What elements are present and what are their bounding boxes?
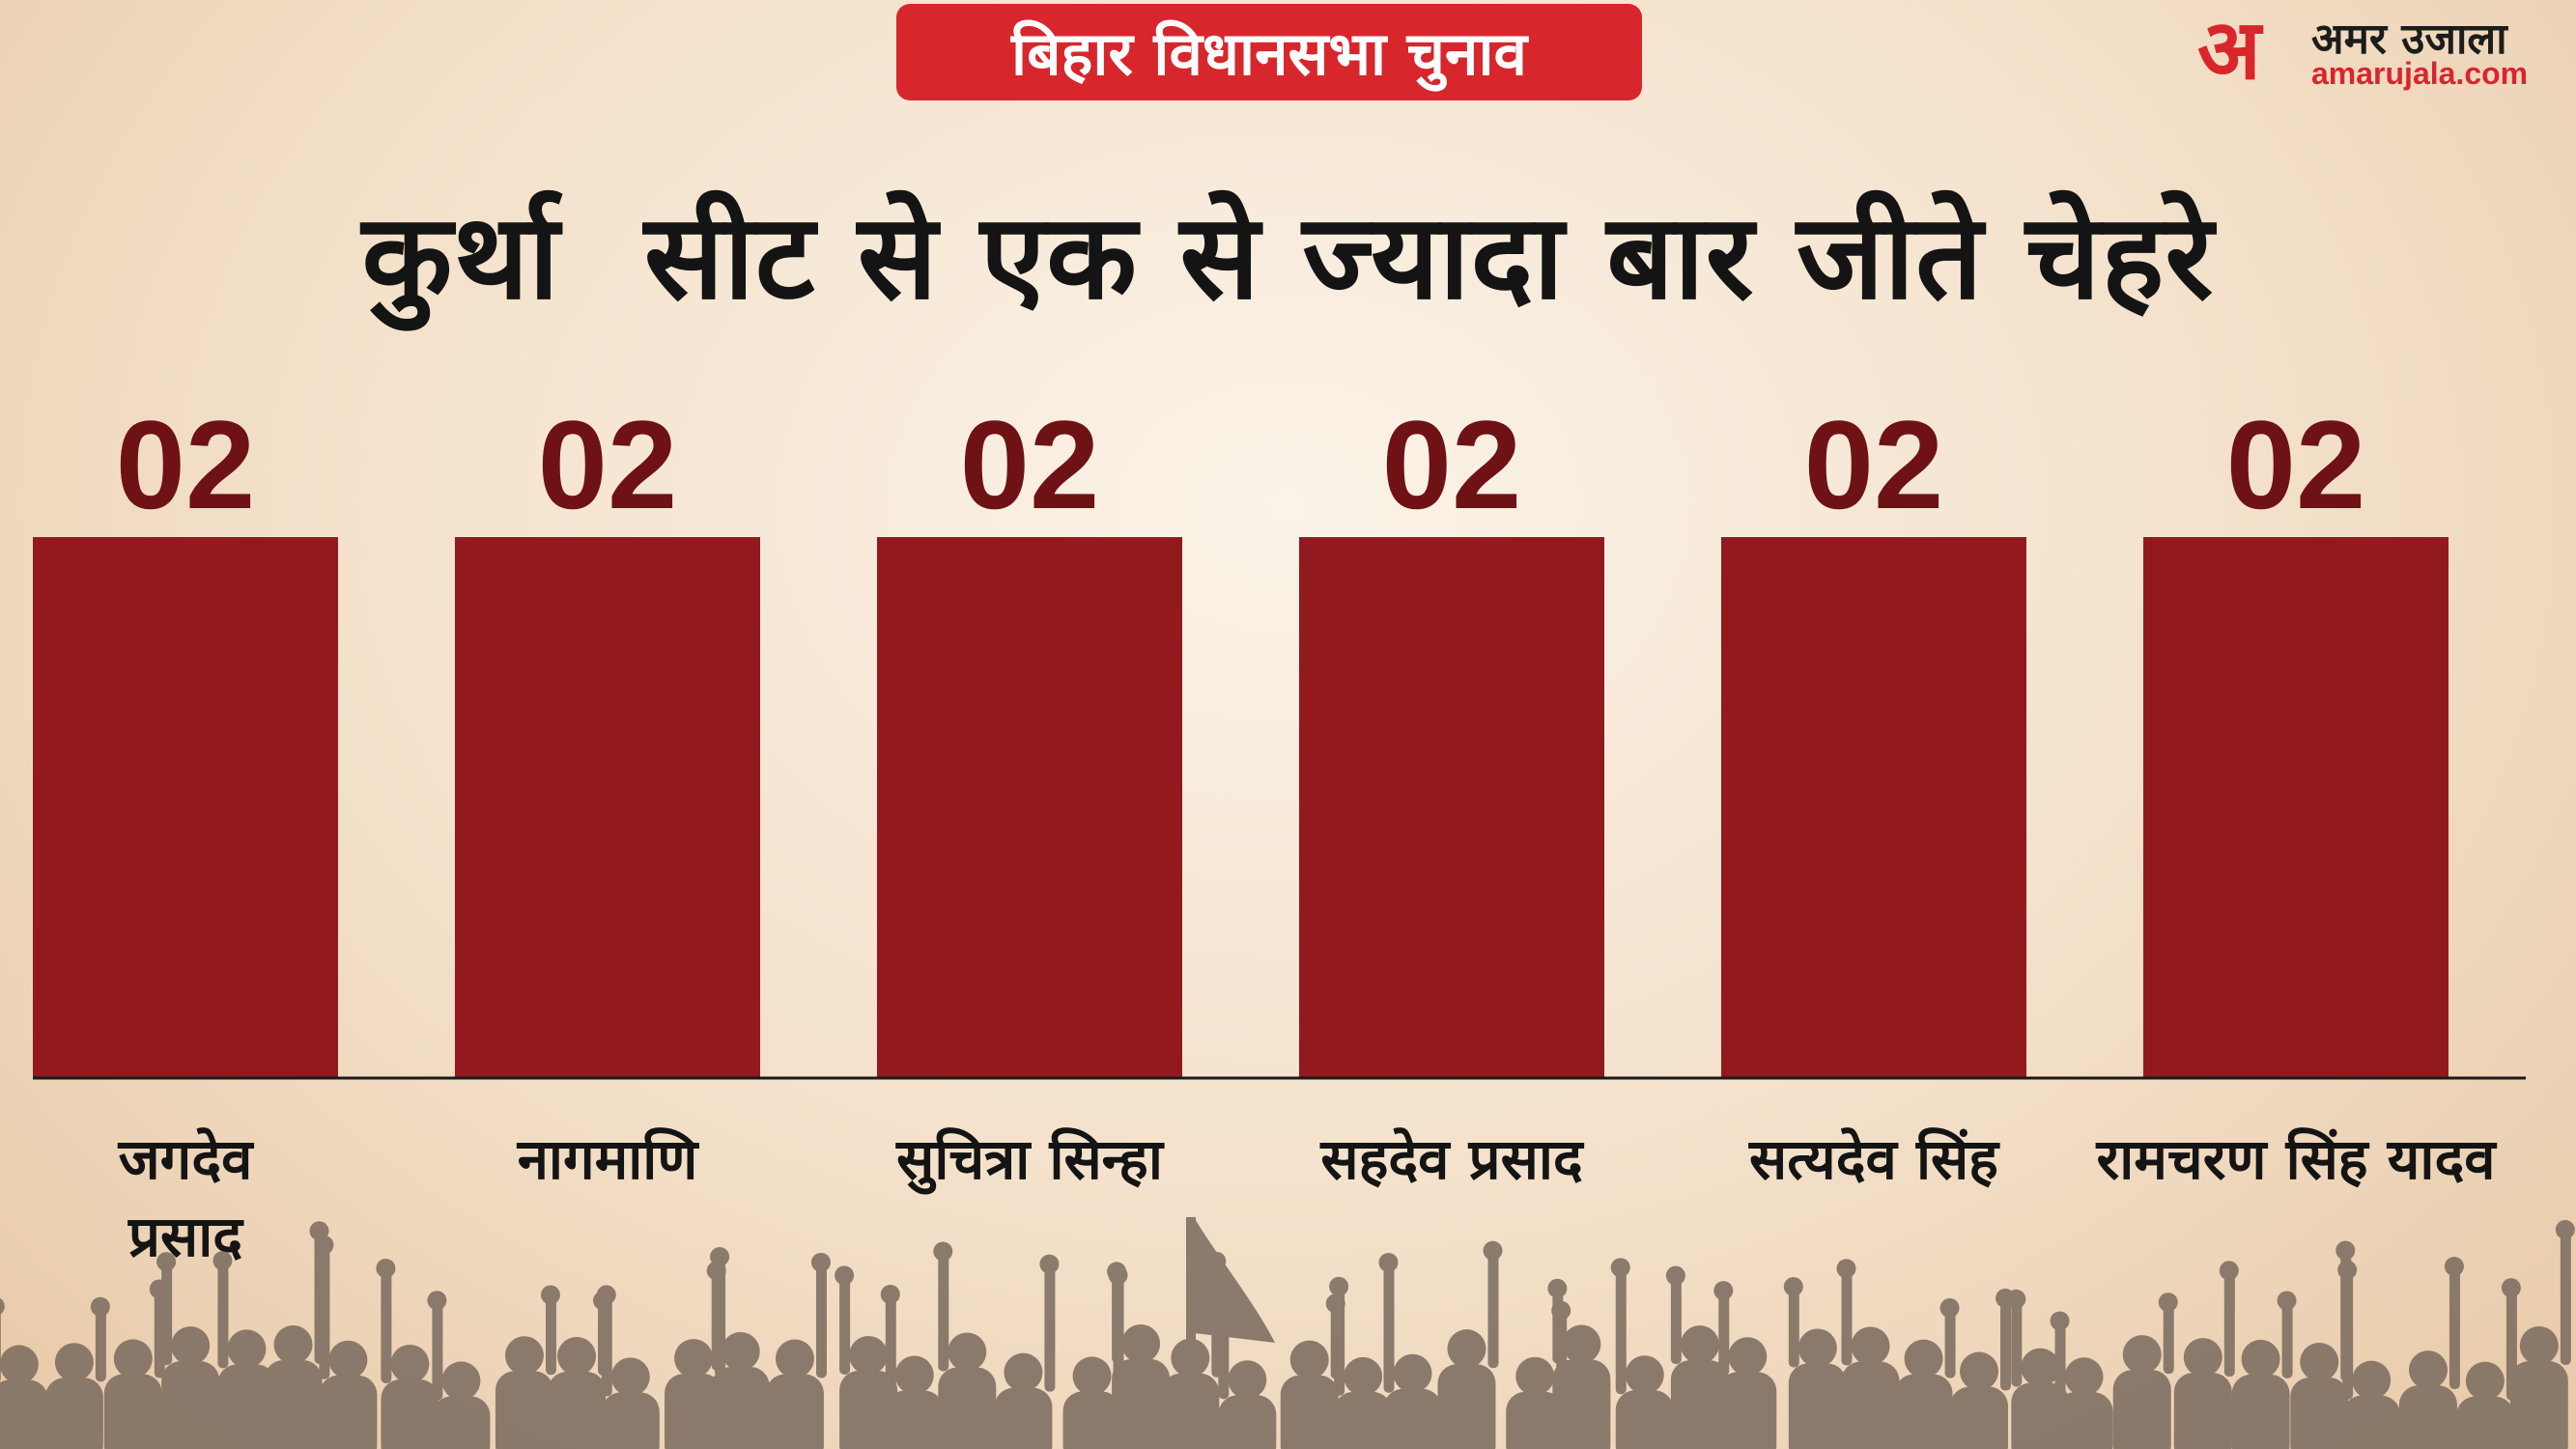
value-label-4: 02 [1382, 394, 1522, 535]
amar-ujala-logo[interactable]: अ अमर उजाला amarujala.com [2197, 6, 2576, 95]
value-label-6: 02 [2226, 394, 2366, 535]
category-label-3: सुचित्रा सिन्हा [895, 1126, 1165, 1195]
category-label-6: रामचरण सिंह यादव [2095, 1126, 2497, 1192]
logo-name: अमर उजाला [2311, 14, 2507, 64]
logo-mark: अ [2197, 1, 2261, 99]
bar-4 [1299, 537, 1604, 1077]
bar-3 [877, 537, 1182, 1077]
bar-1 [33, 537, 338, 1077]
category-label-4: सहदेव प्रसाद [1319, 1126, 1584, 1192]
value-label-2: 02 [538, 394, 678, 535]
bar-5 [1721, 537, 2026, 1077]
chart-headline: कुर्था सीट से एक से ज्यादा बार जीते चेहर… [361, 188, 2215, 326]
bar-6 [2143, 537, 2449, 1077]
logo-url: amarujala.com [2311, 56, 2529, 91]
value-label-5: 02 [1804, 394, 1944, 535]
value-label-1: 02 [116, 394, 256, 535]
bar-2 [455, 537, 760, 1077]
election-badge: बिहार विधानसभा चुनाव [896, 4, 1642, 100]
category-label-2: नागमाणि [517, 1126, 700, 1192]
crowd-silhouette [0, 1217, 2575, 1449]
value-label-3: 02 [960, 394, 1100, 535]
category-label-5: सत्यदेव सिंह [1748, 1126, 2000, 1192]
